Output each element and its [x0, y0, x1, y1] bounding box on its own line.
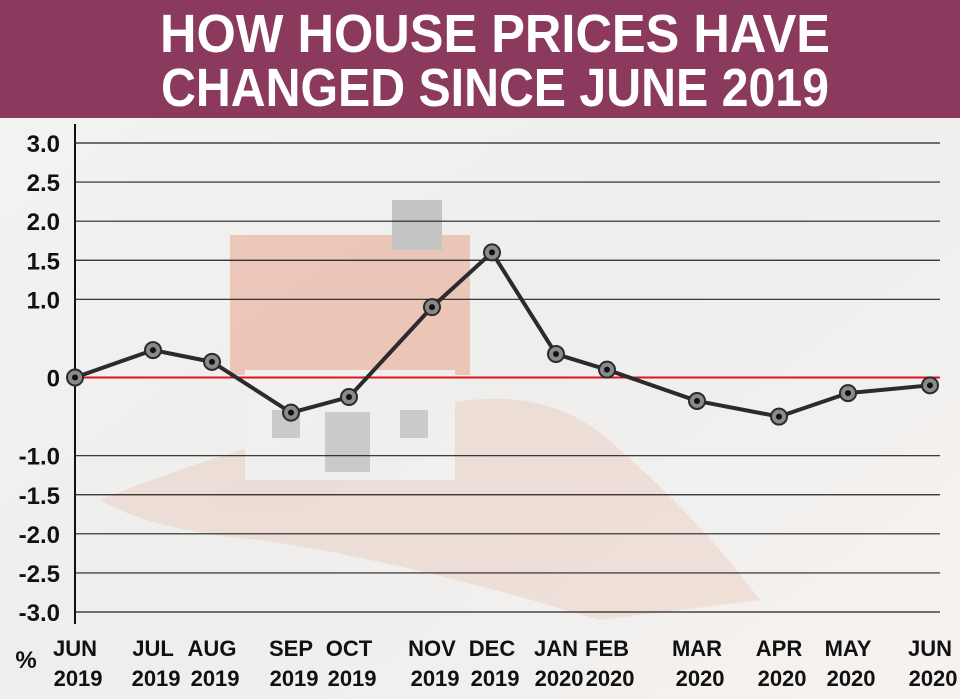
x-tick-label-line: MAR	[672, 636, 722, 661]
y-tick-label: -2.5	[19, 561, 60, 588]
x-tick-label-line: 2019	[47, 666, 102, 691]
point-center	[776, 413, 782, 420]
x-tick-label: JUN 2019	[47, 636, 102, 691]
x-tick-label-line: SEP	[269, 636, 313, 661]
x-tick-label-line: 2019	[263, 666, 318, 691]
x-tick-label-line: 2020	[669, 666, 724, 691]
x-tick-label: JUL 2019	[125, 636, 180, 691]
x-tick-label-line: MAY	[825, 636, 872, 661]
y-tick-label: 0	[47, 366, 60, 393]
x-tick-label: OCT 2019	[321, 636, 376, 691]
x-tick-label: FEB 2020	[579, 636, 634, 691]
x-tick-label-line: APR	[756, 636, 803, 661]
x-tick-label-line: 2020	[528, 666, 583, 691]
y-axis-label: %	[15, 647, 36, 674]
y-tick-label: -1.5	[19, 483, 60, 510]
x-tick-label: APR 2020	[751, 636, 806, 691]
x-tick-label-line: NOV	[408, 636, 456, 661]
x-tick-label-line: JUN	[908, 636, 952, 661]
x-tick-label-line: DEC	[469, 636, 516, 661]
point-center	[150, 347, 156, 354]
point-center	[489, 249, 495, 256]
x-tick-label-line: OCT	[326, 636, 373, 661]
y-tick-label: 1.0	[27, 287, 60, 314]
x-tick-label-line: JAN	[534, 636, 578, 661]
x-tick-label-line: 2019	[184, 666, 239, 691]
point-center	[72, 374, 78, 381]
x-tick-label-line: 2020	[579, 666, 634, 691]
point-center	[845, 390, 851, 397]
point-center	[604, 366, 610, 373]
x-tick-label-line: 2019	[321, 666, 376, 691]
point-center	[346, 394, 352, 401]
y-tick-label: -2.0	[19, 522, 60, 549]
x-tick-label: SEP 2019	[263, 636, 318, 691]
x-tick-label-line: JUN	[53, 636, 97, 661]
x-tick-label-line: 2020	[751, 666, 806, 691]
x-tick-label: MAR 2020	[669, 636, 724, 691]
y-tick-label: -3.0	[19, 600, 60, 627]
y-tick-label: 3.0	[27, 131, 60, 158]
x-tick-label-line: AUG	[188, 636, 237, 661]
x-tick-label: MAY 2020	[820, 636, 875, 691]
point-center	[553, 351, 559, 358]
point-center	[288, 409, 294, 416]
x-tick-label: NOV 2019	[404, 636, 459, 691]
x-tick-label-line: 2019	[404, 666, 459, 691]
x-tick-label-line: 2020	[820, 666, 875, 691]
x-tick-label: DEC 2019	[464, 636, 519, 691]
y-tick-label: -1.0	[19, 444, 60, 471]
x-tick-label-line: 2019	[464, 666, 519, 691]
point-center	[927, 382, 933, 389]
y-tick-label: 1.5	[27, 248, 60, 275]
chart-title: HOW HOUSE PRICES HAVE	[160, 4, 830, 64]
x-tick-label-line: 2019	[125, 666, 180, 691]
x-tick-label-line: JUL	[132, 636, 174, 661]
title-banner	[0, 0, 960, 118]
background-illustration	[100, 200, 760, 620]
x-tick-label: JAN 2020	[528, 636, 583, 691]
x-tick-label: AUG 2019	[184, 636, 239, 691]
point-center	[429, 304, 435, 311]
point-center	[694, 397, 700, 404]
chart-title: CHANGED SINCE JUNE 2019	[161, 58, 829, 118]
point-center	[209, 358, 215, 365]
x-tick-label: JUN 2020	[902, 636, 957, 691]
y-tick-label: 2.5	[27, 170, 60, 197]
x-tick-label-line: FEB	[585, 636, 629, 661]
x-tick-label-line: 2020	[902, 666, 957, 691]
y-tick-label: 2.0	[27, 209, 60, 236]
